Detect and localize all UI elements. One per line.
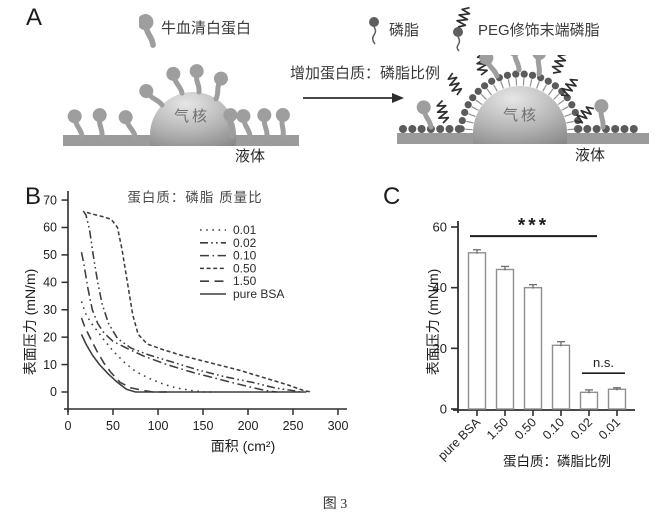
legend-label-3: 0.50 bbox=[233, 261, 257, 275]
legend-label-0: 0.01 bbox=[233, 223, 257, 237]
bar-0.02 bbox=[579, 391, 599, 410]
bar-0.01 bbox=[607, 388, 627, 410]
figure-caption: 图 3 bbox=[322, 497, 348, 512]
svg-text:40: 40 bbox=[433, 280, 447, 295]
chart-b-x-axis-label: 面积 (cm²) bbox=[210, 438, 276, 454]
svg-text:0: 0 bbox=[50, 385, 57, 399]
legend-peg-label: PEG修饰末端磷脂 bbox=[478, 22, 600, 39]
peg-lipid-icon bbox=[453, 5, 472, 52]
legend-bsa-label: 牛血清白蛋白 bbox=[161, 20, 252, 37]
svg-text:50: 50 bbox=[43, 248, 57, 262]
legend-lipid-label: 磷脂 bbox=[389, 22, 420, 39]
liquid-label-right: 液体 bbox=[574, 147, 605, 164]
series-1.50 bbox=[80, 317, 167, 393]
chart-b-y-axis-label: 表面压力 (mN/m) bbox=[22, 268, 38, 376]
legend-label-2: 0.10 bbox=[233, 249, 257, 263]
right-arrow-icon bbox=[303, 93, 404, 103]
svg-text:250: 250 bbox=[283, 419, 304, 433]
series-0.02 bbox=[82, 210, 301, 393]
legend-label-1: 0.02 bbox=[233, 236, 257, 250]
svg-text:20: 20 bbox=[433, 341, 447, 356]
svg-text:60: 60 bbox=[433, 220, 447, 235]
svg-text:300: 300 bbox=[328, 419, 349, 433]
x-tick-label-2: 0.50 bbox=[512, 415, 539, 442]
series-pure-BSA bbox=[80, 334, 307, 393]
svg-text:100: 100 bbox=[148, 419, 169, 433]
schematic-before bbox=[63, 62, 299, 146]
series-0.50 bbox=[86, 211, 312, 393]
arrow-label: 增加蛋白质：磷脂比例 bbox=[289, 65, 440, 82]
panel-c-label: C bbox=[383, 183, 401, 210]
liquid-label-left: 液体 bbox=[234, 148, 265, 165]
chart-b-title: 蛋白质：磷脂 质量比 bbox=[127, 190, 263, 205]
legend-label-4: 1.50 bbox=[233, 274, 257, 288]
panel-b-label: B bbox=[25, 183, 42, 210]
phospholipid-icon bbox=[369, 17, 379, 45]
gas-core-label-left: 气核 bbox=[173, 108, 210, 125]
chart-c-x-axis-label: 蛋白质：磷脂比例 bbox=[503, 454, 611, 469]
x-tick-label-5: 0.01 bbox=[596, 415, 623, 442]
series-0.10 bbox=[80, 252, 277, 393]
bar-pure BSA bbox=[467, 252, 487, 410]
svg-text:10: 10 bbox=[43, 358, 57, 372]
surface-pressure-bar-chart: 0 20 40 60 pure BSA 1.50 0.50 0.10 0.02 0.01 *** n.… bbox=[433, 216, 635, 463]
x-tick-label-3: 0.10 bbox=[540, 415, 567, 442]
gas-core-label-right: 气核 bbox=[502, 107, 539, 124]
panel-a-label: A bbox=[26, 4, 43, 31]
svg-text:50: 50 bbox=[106, 419, 120, 433]
svg-text:20: 20 bbox=[43, 330, 57, 344]
x-tick-label-0: pure BSA bbox=[435, 415, 483, 463]
sig-label: *** bbox=[518, 216, 549, 237]
x-tick-label-4: 0.02 bbox=[568, 415, 595, 442]
svg-text:60: 60 bbox=[43, 221, 57, 235]
gas-core-dome-left bbox=[150, 92, 236, 146]
bar-0.10 bbox=[551, 344, 571, 410]
schematic-after bbox=[397, 55, 649, 144]
svg-text:70: 70 bbox=[43, 193, 57, 207]
series-0.01 bbox=[80, 301, 217, 393]
svg-text:30: 30 bbox=[43, 303, 57, 317]
bar-0.50 bbox=[523, 286, 543, 410]
svg-text:40: 40 bbox=[43, 276, 57, 290]
isotherm-line-chart: 0 10 20 30 40 50 60 70 0 50 100 150 200 250 300 0.010.0… bbox=[43, 191, 349, 433]
sig-label: n.s. bbox=[593, 355, 614, 370]
svg-text:200: 200 bbox=[238, 419, 259, 433]
svg-text:0: 0 bbox=[65, 419, 72, 433]
svg-text:150: 150 bbox=[193, 419, 214, 433]
gas-core-dome-right bbox=[473, 86, 567, 144]
legend-label-5: pure BSA bbox=[233, 287, 284, 301]
bar-1.50 bbox=[495, 268, 515, 410]
bsa-protein-icon bbox=[139, 11, 163, 49]
svg-text:0: 0 bbox=[440, 402, 447, 417]
chart-c-y-axis-label: 表面压力 (mN/m) bbox=[425, 268, 441, 376]
x-tick-label-1: 1.50 bbox=[484, 415, 511, 442]
